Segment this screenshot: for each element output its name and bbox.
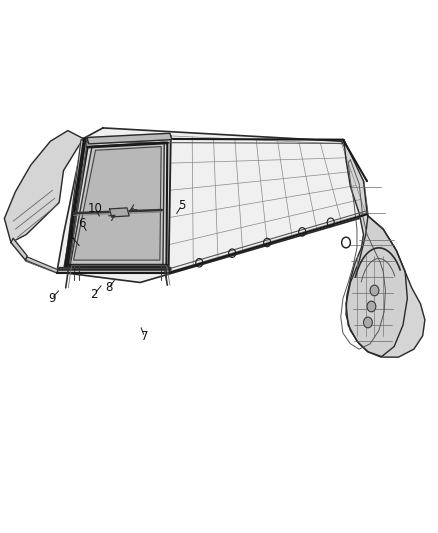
- Circle shape: [364, 317, 372, 328]
- Text: 7: 7: [141, 330, 148, 343]
- Polygon shape: [110, 208, 129, 217]
- Text: 6: 6: [78, 217, 86, 230]
- Polygon shape: [25, 257, 58, 273]
- Polygon shape: [57, 268, 171, 273]
- Text: 5: 5: [178, 199, 185, 212]
- Text: 2: 2: [90, 288, 98, 301]
- Text: 1: 1: [67, 229, 75, 242]
- Polygon shape: [344, 140, 425, 357]
- Polygon shape: [64, 136, 171, 272]
- Circle shape: [367, 301, 376, 312]
- Text: 10: 10: [88, 203, 103, 215]
- Text: 9: 9: [48, 292, 56, 305]
- Polygon shape: [70, 142, 164, 265]
- Polygon shape: [65, 140, 85, 266]
- Polygon shape: [74, 147, 161, 260]
- Polygon shape: [11, 238, 27, 260]
- Polygon shape: [4, 131, 83, 243]
- Polygon shape: [87, 133, 172, 144]
- Polygon shape: [346, 216, 407, 357]
- Circle shape: [370, 285, 379, 296]
- Polygon shape: [57, 128, 368, 282]
- Text: 8: 8: [105, 281, 112, 294]
